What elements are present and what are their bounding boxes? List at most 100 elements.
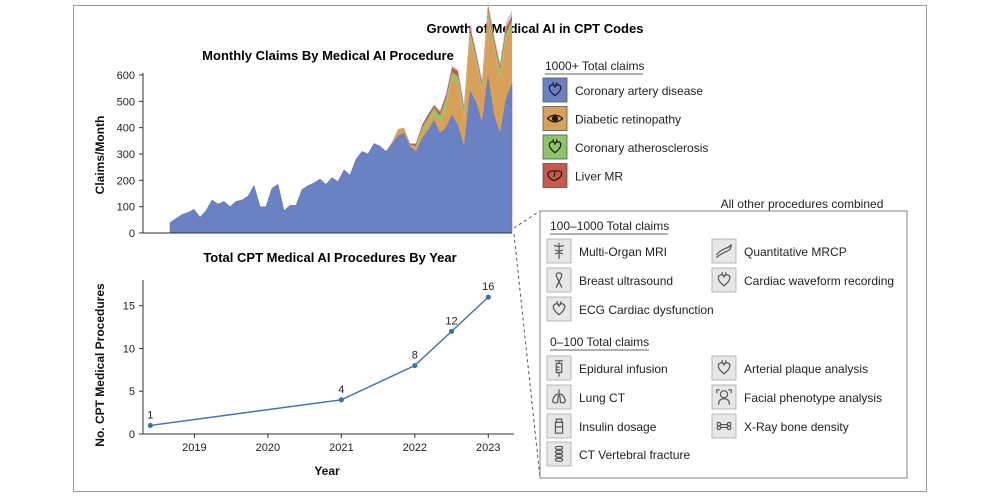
eye-icon [546, 114, 564, 123]
bone-icon [716, 421, 732, 431]
heart-icon [552, 300, 566, 316]
area-ytick-label: 600 [117, 70, 135, 82]
legend-label: Diabetic retinopathy [575, 113, 681, 127]
legend-item: Coronary artery disease [542, 77, 703, 103]
legend-swatch [711, 267, 737, 293]
area-ytick-label: 0 [129, 228, 135, 240]
heart-icon-shape [552, 81, 558, 87]
legend-item: Multi-Organ MRI [546, 238, 667, 264]
legend-swatch [546, 384, 572, 410]
data-point [412, 362, 418, 369]
legend-item: Quantitative MRCP [711, 238, 847, 264]
area-series-2 [170, 17, 512, 223]
line-chart-ylabel: No. CPT Medical Procedures [93, 283, 107, 447]
legend-item: Lung CT [546, 384, 626, 410]
legend-item: Diabetic retinopathy [542, 106, 681, 131]
line-chart-title: Total CPT Medical AI Procedures By Year [203, 250, 456, 265]
legend-swatch [546, 267, 572, 293]
heart-icon-shape [556, 300, 562, 306]
legend-label: Insulin dosage [579, 420, 657, 434]
legend-swatch [542, 77, 568, 103]
line-axes: 0 5 10 15 2019 2020 2021 2022 2023 [123, 280, 514, 454]
other-procedures-title: All other procedures combined [721, 197, 884, 211]
area-ytick-label: 300 [117, 149, 135, 161]
legend-group2-header: 100–1000 Total claims [550, 219, 669, 233]
area-ytick-label: 500 [117, 96, 135, 108]
area-axes: 0 100 200 300 400 500 600 [117, 70, 512, 240]
line-chart: Total CPT Medical AI Procedures By Year … [93, 250, 514, 478]
legend-item: Cardiac waveform recording [711, 267, 894, 293]
legend-label: Arterial plaque analysis [744, 362, 868, 376]
legend-group1-header: 1000+ Total claims [545, 59, 645, 73]
area-chart-ylabel: Claims/Month [93, 116, 107, 195]
knob [716, 425, 722, 431]
eye-icon-shape [546, 114, 564, 123]
ribbon-icon-shape [555, 272, 563, 288]
spine-icon [554, 445, 564, 462]
connector-line-top [513, 210, 541, 229]
vertebra [554, 445, 564, 450]
knob [726, 425, 732, 431]
legend-label: CT Vertebral fracture [579, 448, 690, 462]
liver-icon-shape [553, 171, 556, 177]
heart-icon-shape [552, 303, 566, 316]
ribbon-icon [555, 272, 563, 288]
legend-label: Breast ultrasound [579, 274, 673, 288]
data-point-label: 8 [412, 350, 418, 362]
heart-icon-shape [552, 138, 558, 144]
heart-icon [548, 81, 562, 97]
heart-icon-shape [548, 84, 562, 97]
liver-icon [547, 170, 563, 182]
legend-label: Coronary atherosclerosis [575, 141, 708, 155]
line-xtick-label: 2021 [329, 442, 353, 454]
pancreas-icon [716, 244, 732, 258]
insulin-vial-icon [554, 418, 564, 434]
line-ytick-label: 10 [123, 343, 135, 355]
line-marks: 1 4 8 12 16 [147, 281, 494, 429]
legend-item: Epidural infusion [546, 355, 668, 381]
legend-top: 1000+ Total claims Coronary artery disea… [542, 59, 708, 188]
legend-swatch [711, 384, 737, 410]
legend-swatch [711, 355, 737, 381]
line-xtick-label: 2019 [182, 442, 206, 454]
legend-item: ECG Cardiac dysfunction [546, 296, 714, 322]
syringe-icon-shape [554, 360, 564, 377]
legend-label: Facial phenotype analysis [744, 391, 882, 405]
face-icon-shape [716, 389, 732, 394]
heart-icon-shape [721, 271, 727, 277]
data-point [448, 328, 455, 334]
area-layers [169, 1, 513, 234]
vertebra [554, 453, 564, 458]
heart-icon [548, 138, 562, 154]
heart-icon-shape [721, 359, 727, 365]
legend-swatch [542, 134, 568, 160]
legend-label: X-Ray bone density [744, 420, 849, 434]
heart-icon-shape [548, 141, 562, 154]
area-ytick-label: 400 [117, 123, 135, 135]
area-chart-title: Monthly Claims By Medical AI Procedure [202, 48, 454, 63]
legend-swatch [546, 413, 572, 439]
legend-item: X-Ray bone density [711, 413, 849, 439]
line-ytick-label: 15 [123, 301, 135, 313]
legend-label: Epidural infusion [579, 362, 668, 376]
area-chart: Monthly Claims By Medical AI Procedure C… [93, 1, 513, 240]
legend-label: Coronary artery disease [575, 84, 703, 98]
legend-label: Quantitative MRCP [744, 245, 847, 259]
legend-swatch [546, 296, 572, 322]
legend-label: Liver MR [575, 170, 623, 184]
procedure-count-line [150, 296, 489, 427]
vertebra [554, 457, 564, 462]
data-point-label: 1 [147, 409, 153, 421]
legend-swatch [711, 413, 737, 439]
face-icon [716, 389, 732, 405]
figure-title: Growth of Medical AI in CPT Codes [427, 21, 644, 36]
legend-item: Liver MR [542, 163, 623, 188]
data-point-label: 12 [445, 315, 457, 327]
heart-icon [717, 271, 731, 287]
caduceus-icon-shape [553, 242, 565, 260]
line-xtick-label: 2022 [403, 442, 427, 454]
lungs-icon-shape [552, 389, 566, 404]
bone-icon-shape [719, 423, 729, 429]
legend-label: Multi-Organ MRI [579, 245, 667, 259]
